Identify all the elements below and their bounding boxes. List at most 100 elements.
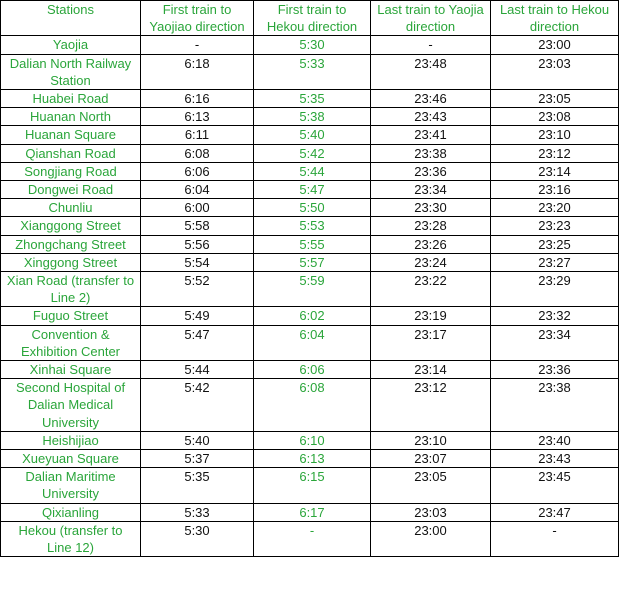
time-cell: 5:33 (140, 502, 254, 522)
table-row: Dalian North Railway Station 6:18 5:33 23:4… (0, 53, 619, 91)
time-cell: 5:44 (140, 360, 254, 380)
table-row: Zhongchang Street 5:56 5:55 23:26 23:25 (0, 234, 619, 254)
time-cell: 5:58 (140, 216, 254, 236)
time-cell: 23:43 (490, 449, 619, 469)
time-cell: - (490, 520, 619, 558)
time-cell: 23:05 (490, 89, 619, 109)
station-name: Xinhai Square (0, 360, 141, 380)
time-cell: 23:19 (370, 306, 491, 326)
time-cell: - (370, 35, 491, 55)
time-cell: 23:28 (370, 216, 491, 236)
time-cell: 6:13 (140, 107, 254, 127)
table-row: Convention & Exhibition Center 5:47 6:04 23… (0, 324, 619, 362)
time-cell: 23:14 (370, 360, 491, 380)
time-cell: 23:07 (370, 449, 491, 469)
time-cell: 23:17 (370, 324, 491, 362)
timetable: Stations First train to Yaojiao direction… (0, 0, 619, 558)
time-cell: 6:08 (140, 143, 254, 163)
time-cell: 6:00 (140, 198, 254, 218)
station-name: Xinggong Street (0, 252, 141, 273)
table-row: Dongwei Road 6:04 5:47 23:34 23:16 (0, 180, 619, 200)
time-cell: 5:50 (253, 198, 371, 218)
station-name: Heishijiao (0, 430, 141, 451)
table-row: Huanan Square 6:11 5:40 23:41 23:10 (0, 125, 619, 145)
station-name: Huanan Square (0, 125, 141, 145)
table-row: Xian Road (transfer to Line 2) 5:52 5:59 23… (0, 271, 619, 308)
time-cell: 6:17 (253, 502, 371, 522)
station-name: Qixianling (0, 502, 141, 522)
station-name: Dalian Maritime University (0, 467, 141, 504)
time-cell: 5:56 (140, 234, 254, 254)
time-cell: 6:06 (140, 161, 254, 182)
time-cell: 6:11 (140, 125, 254, 145)
time-cell: 23:23 (490, 216, 619, 236)
time-cell: 23:34 (370, 180, 491, 200)
time-cell: 23:10 (490, 125, 619, 145)
time-cell: 23:22 (370, 271, 491, 308)
table-row: Dalian Maritime University 5:35 6:15 23:05 2… (0, 467, 619, 504)
table-row: Xianggong Street 5:58 5:53 23:28 23:23 (0, 216, 619, 236)
time-cell: 5:42 (140, 378, 254, 432)
time-cell: 23:12 (490, 143, 619, 163)
time-cell: 5:35 (253, 89, 371, 109)
time-cell: 5:40 (253, 125, 371, 145)
time-cell: 5:44 (253, 161, 371, 182)
time-cell: 5:30 (253, 35, 371, 55)
time-cell: 23:30 (370, 198, 491, 218)
time-cell: 5:33 (253, 53, 371, 91)
header-cell: Stations (0, 0, 141, 37)
time-cell: 5:52 (140, 271, 254, 308)
time-cell: 5:42 (253, 143, 371, 163)
time-cell: 5:57 (253, 252, 371, 273)
time-cell: 23:43 (370, 107, 491, 127)
table-row: Xinggong Street 5:54 5:57 23:24 23:27 (0, 252, 619, 273)
time-cell: 23:38 (490, 378, 619, 432)
time-cell: - (253, 520, 371, 558)
table-row: Xinhai Square 5:44 6:06 23:14 23:36 (0, 360, 619, 380)
time-cell: 23:29 (490, 271, 619, 308)
time-cell: 6:08 (253, 378, 371, 432)
table-row: Huanan North 6:13 5:38 23:43 23:08 (0, 107, 619, 127)
station-name: Dalian North Railway Station (0, 53, 141, 91)
time-cell: 23:08 (490, 107, 619, 127)
station-name: Hekou (transfer to Line 12) (0, 520, 141, 558)
time-cell: 23:00 (370, 520, 491, 558)
station-name: Huabei Road (0, 89, 141, 109)
station-name: Convention & Exhibition Center (0, 324, 141, 362)
time-cell: 6:04 (253, 324, 371, 362)
time-cell: 23:45 (490, 467, 619, 504)
header-row: Stations First train to Yaojiao direction… (0, 0, 619, 37)
table-body: Yaojia -5:30-23:00 Dalian North Railway St… (0, 35, 619, 558)
time-cell: 23:05 (370, 467, 491, 504)
station-name: Fuguo Street (0, 306, 141, 326)
time-cell: 6:13 (253, 449, 371, 469)
table-row: Hekou (transfer to Line 12) 5:30-23:00- (0, 520, 619, 558)
time-cell: 23:26 (370, 234, 491, 254)
time-cell: 6:06 (253, 360, 371, 380)
time-cell: 23:12 (370, 378, 491, 432)
time-cell: 5:37 (140, 449, 254, 469)
time-cell: 23:40 (490, 430, 619, 451)
station-name: Huanan North (0, 107, 141, 127)
time-cell: 23:03 (490, 53, 619, 91)
time-cell: 23:36 (490, 360, 619, 380)
time-cell: 5:59 (253, 271, 371, 308)
time-cell: 23:47 (490, 502, 619, 522)
table-row: Fuguo Street 5:49 6:02 23:19 23:32 (0, 306, 619, 326)
time-cell: 23:03 (370, 502, 491, 522)
time-cell: 23:20 (490, 198, 619, 218)
time-cell: 23:32 (490, 306, 619, 326)
station-name: Xian Road (transfer to Line 2) (0, 271, 141, 308)
time-cell: 23:24 (370, 252, 491, 273)
time-cell: 5:55 (253, 234, 371, 254)
time-cell: 23:27 (490, 252, 619, 273)
header-cell: First train to Yaojiao direction (140, 0, 254, 37)
time-cell: 23:16 (490, 180, 619, 200)
time-cell: 5:38 (253, 107, 371, 127)
header-cell: First train to Hekou direction (253, 0, 371, 37)
time-cell: 23:00 (490, 35, 619, 55)
time-cell: 23:10 (370, 430, 491, 451)
time-cell: 6:10 (253, 430, 371, 451)
table-row: Second Hospital of Dalian Medical Univer… (0, 378, 619, 432)
time-cell: 5:40 (140, 430, 254, 451)
